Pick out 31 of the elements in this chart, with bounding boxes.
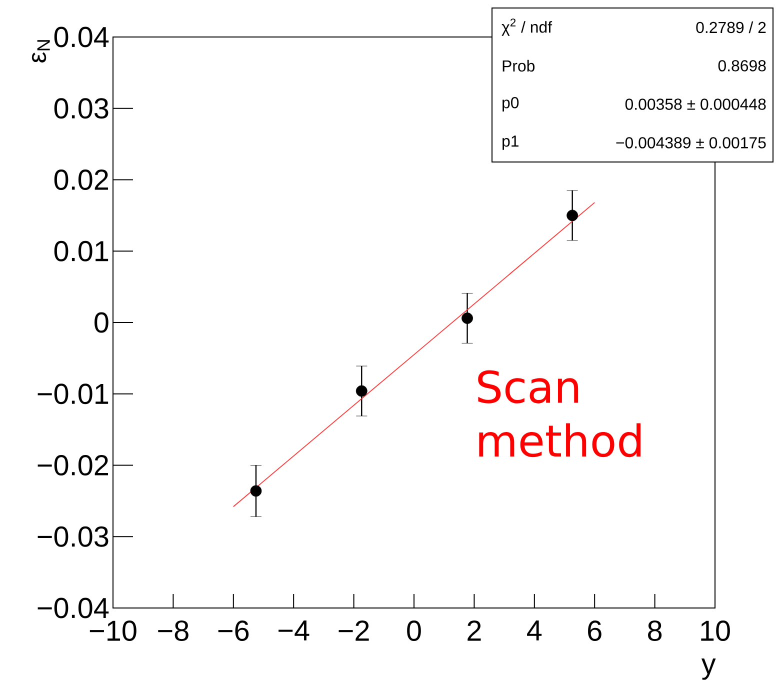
annotation: Scan method: [478, 370, 641, 458]
x-tick-label: −10: [90, 620, 136, 641]
x-tick-label: 8: [648, 620, 662, 641]
y-tick-label: 0: [94, 312, 108, 333]
y-tick-label: −0.03: [38, 526, 108, 547]
text: 0.2789 / 2: [696, 21, 766, 34]
x-tick-label: 2: [468, 620, 481, 641]
y-tick-label: 0.01: [54, 240, 108, 262]
x-tick-label: 6: [588, 620, 602, 641]
annotation: p1: [502, 136, 518, 150]
y-tick-label: 0.03: [54, 98, 108, 119]
annotation: 0.00358 ± 0.000448: [625, 98, 766, 110]
text: χ$^{2}$ / ndf: [502, 18, 552, 36]
x-tick-label: 4: [527, 620, 542, 640]
annotation: −0.004389 ± 0.00175: [616, 137, 766, 148]
x-tick-label: −4: [278, 620, 310, 640]
x-tick-label: −8: [158, 620, 188, 641]
y-tick-label: 0.04: [54, 26, 109, 48]
y-tick-label: 0.02: [54, 170, 108, 190]
annotation: p0: [502, 97, 519, 112]
x-tick-label: −2: [338, 620, 369, 641]
y-tick-label: −0.04: [38, 598, 109, 618]
x-tick-label: 0: [407, 620, 421, 641]
text: 0.8698: [718, 60, 766, 72]
x-tick-label: 10: [701, 620, 730, 641]
x-axis-title: y: [701, 658, 716, 680]
x-tick-label: −6: [218, 620, 249, 641]
y-tick-label: −0.01: [38, 384, 108, 404]
annotation: Prob: [502, 60, 535, 72]
y-tick-label: −0.02: [38, 455, 108, 476]
y-axis-title: ε$_{N}$: [32, 40, 50, 62]
